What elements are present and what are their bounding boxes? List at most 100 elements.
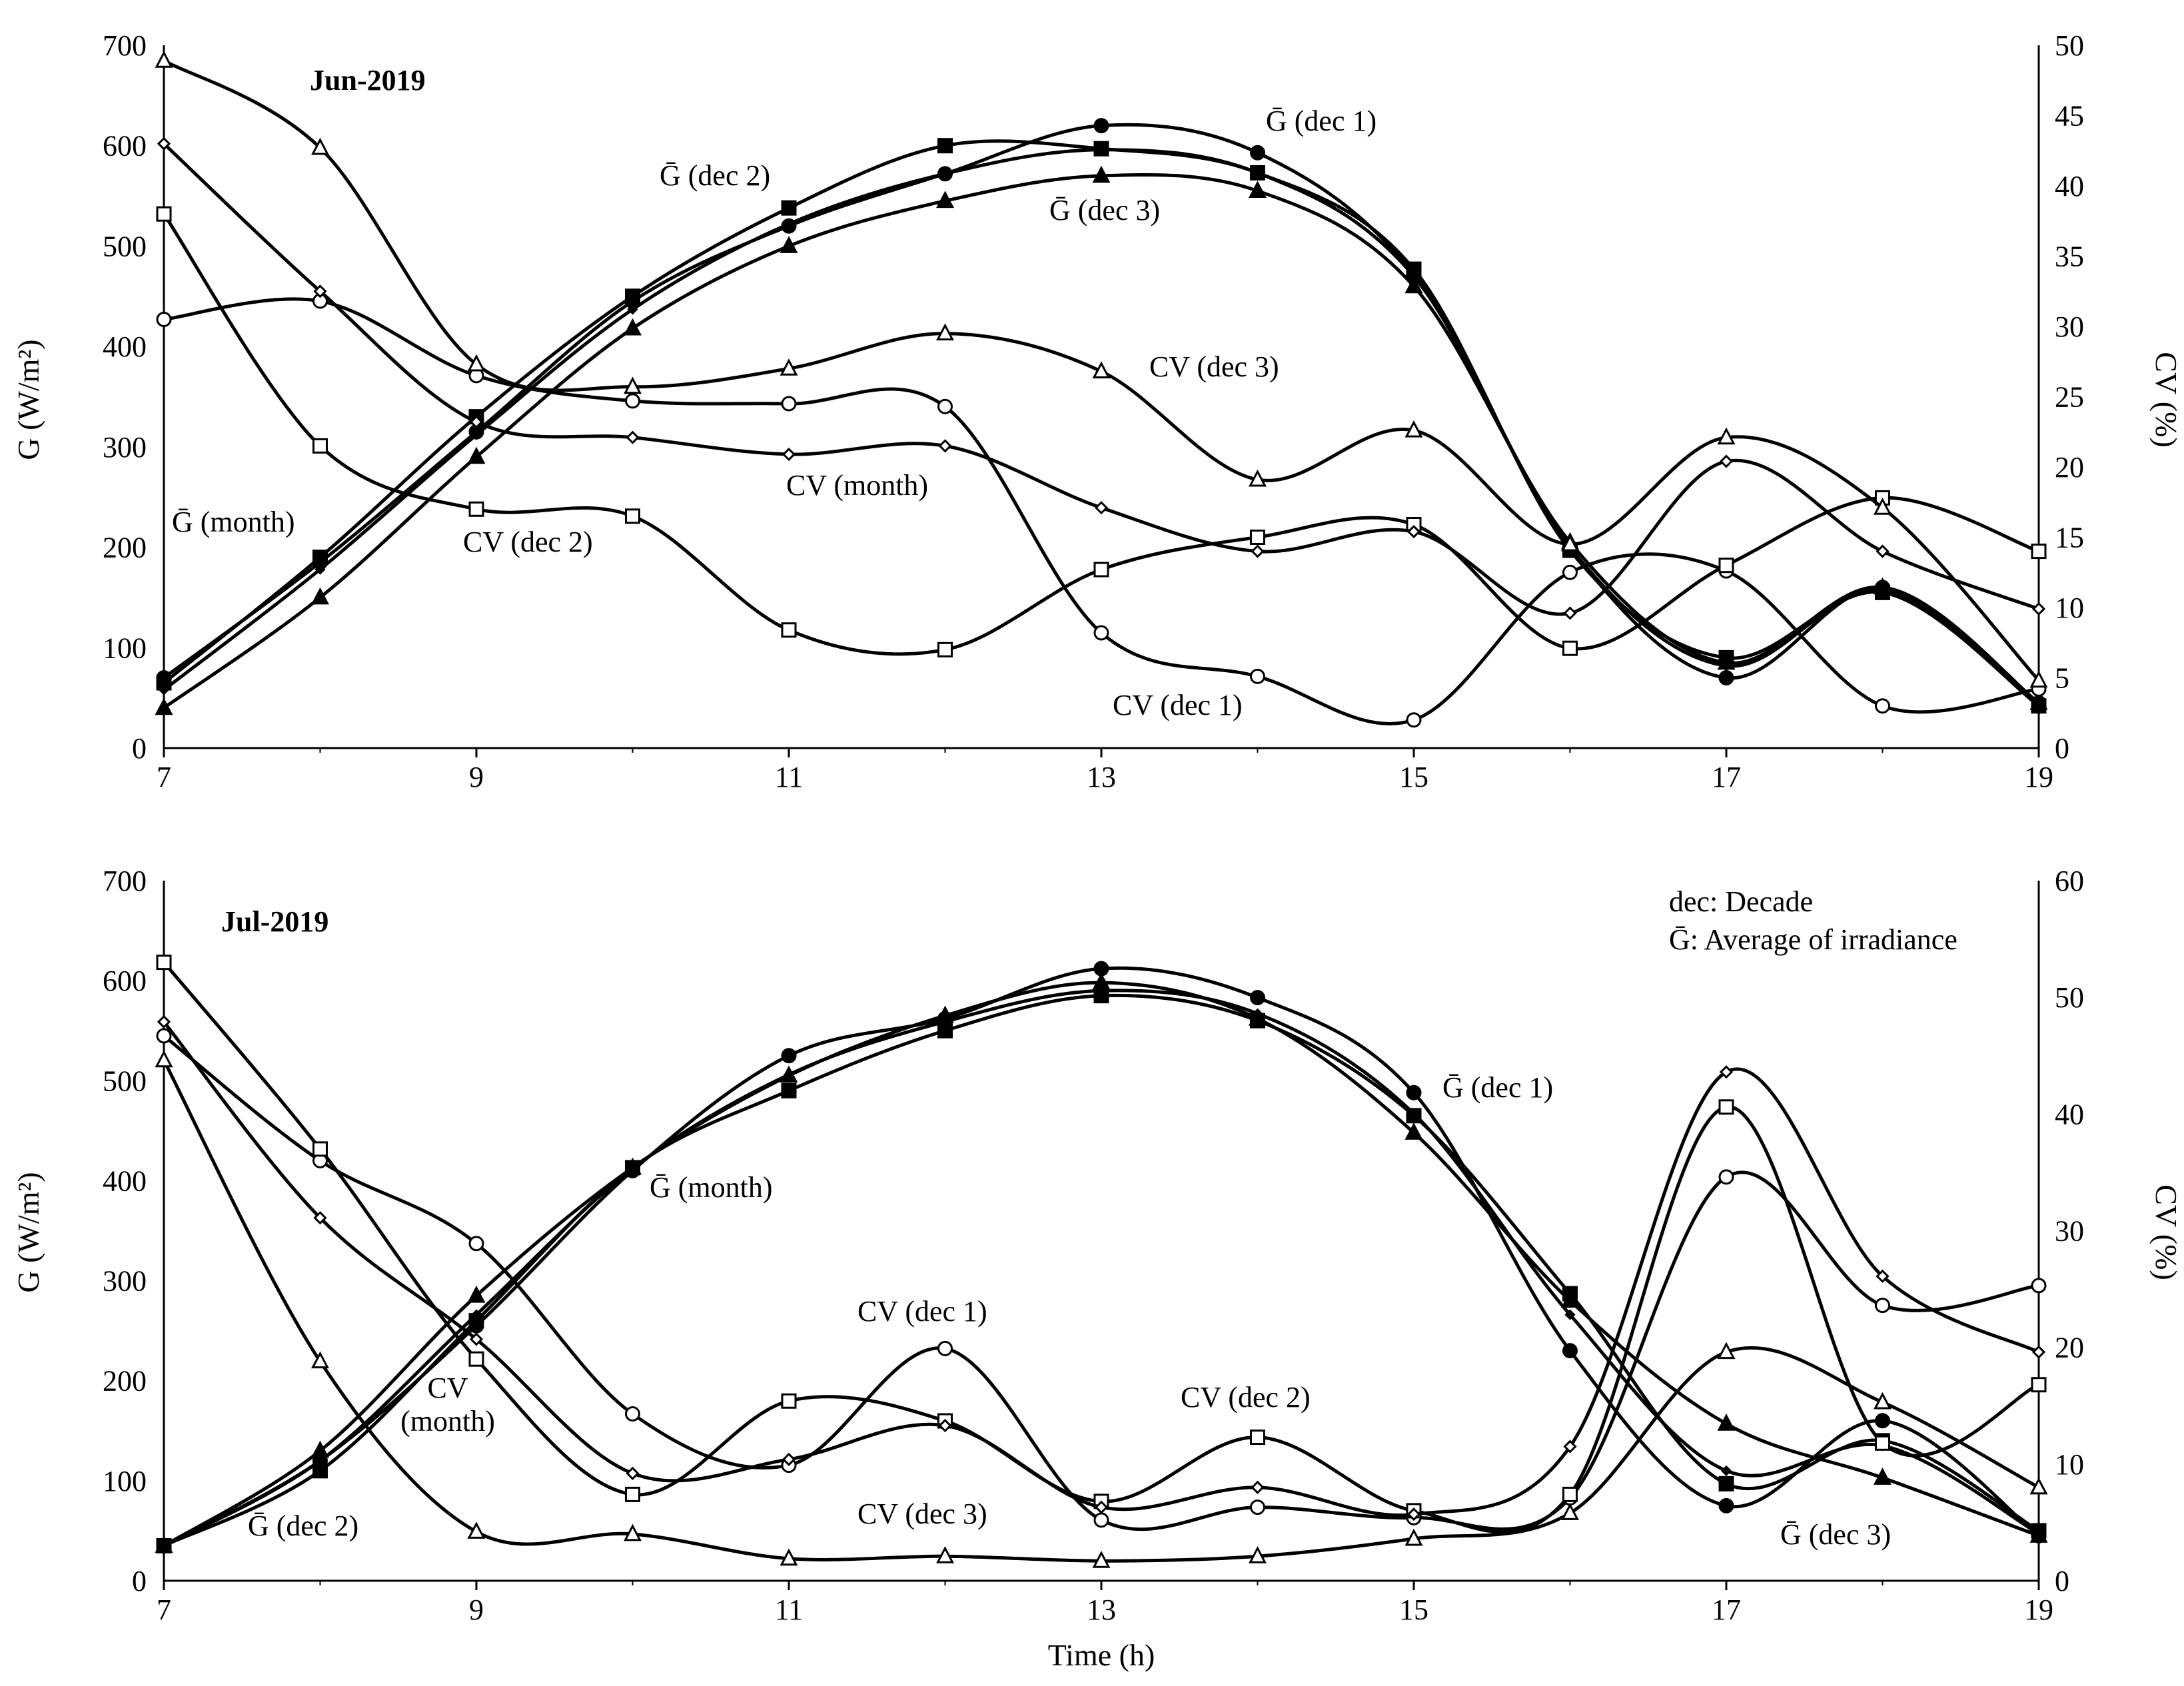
jun-series-g-month-point	[783, 218, 795, 230]
jun-series-cv-dec-3	[155, 50, 2048, 688]
jun-x-tick-label: 9	[469, 761, 484, 793]
jun-series-group	[155, 50, 2048, 728]
jun-series-g-dec-3-point	[780, 236, 798, 253]
jul-series-cv-month-point	[2031, 1345, 2046, 1359]
jul-series-g-month-line	[162, 989, 2041, 1547]
jul-x-tick-label: 11	[775, 1593, 803, 1626]
jul-series-cv-month-point	[1094, 1500, 1109, 1514]
jun-series-cv-dec-2	[156, 206, 2047, 657]
jul-series-cv-dec-1-point	[1250, 1499, 1265, 1515]
jun-x-tick-label: 11	[775, 761, 803, 793]
jul-chart-title: Jul-2019	[221, 905, 328, 938]
jul-series-g-dec-3-line	[162, 981, 2041, 1547]
jul-series-cv-dec-1-point	[1875, 1298, 1890, 1314]
jun-series-cv-dec-3-point	[780, 358, 798, 376]
jun-series-cv-dec-2-point	[1562, 640, 1578, 656]
jun-series-cv-dec-3-point	[624, 376, 642, 394]
jun-annot-g-month: Ḡ (month)	[172, 506, 295, 538]
jul-series-cv-dec-3-point	[1404, 1528, 1423, 1546]
jul-y2-tick-label: 0	[2055, 1565, 2069, 1597]
legend-average-note: Ḡ: Average of irradiance	[1669, 923, 1957, 956]
jul-series-cv-dec-1-point	[1093, 1512, 1109, 1528]
jun-y2-tick-labels: 0 5 10 15 20 25 30 35 40 45 50	[2055, 29, 2084, 765]
jun-series-g-dec-3-point	[1404, 276, 1423, 294]
jun-series-g-dec-3-point	[467, 446, 486, 464]
jul-series-cv-dec-3-point	[780, 1548, 798, 1566]
jul-annot-cv-dec1: CV (dec 1)	[857, 1295, 987, 1328]
jun-y2-tick-label: 30	[2055, 310, 2084, 343]
jul-series-cv-dec-1-point	[2031, 1278, 2047, 1294]
jun-series-g-month-point	[158, 684, 170, 695]
jun-y-tick-label: 300	[103, 431, 147, 464]
jun-y-tick-label: 700	[103, 29, 147, 62]
jul-series-g-month-point	[1564, 1309, 1576, 1320]
jun-series-cv-month	[157, 137, 2046, 620]
jul-series-cv-dec-3-point	[311, 1351, 329, 1369]
jul-x-tick-label: 9	[469, 1593, 484, 1626]
jun-series-g-dec-2-point	[781, 200, 797, 216]
jun-series-cv-dec-3-point	[1092, 361, 1111, 379]
jul-series-cv-dec-2-point	[1875, 1435, 1890, 1451]
jun-series-g-month-point	[939, 168, 951, 180]
jun-series-cv-month-point	[469, 415, 484, 429]
jun-annot-cv-dec1: CV (dec 1)	[1113, 689, 1243, 721]
jul-y2-tick-label: 40	[2055, 1098, 2084, 1130]
jun-series-cv-dec-1-point	[1250, 668, 1265, 684]
jul-series-cv-dec-2-point	[625, 1486, 640, 1502]
jul-series-g-month-point	[314, 1455, 326, 1466]
jun-annot-g-dec3: Ḡ (dec 3)	[1049, 194, 1160, 226]
jun-series-g-month-point	[1408, 270, 1420, 282]
jul-y-tick-label: 700	[103, 865, 147, 897]
jun-annot-cv-month: CV (month)	[786, 469, 928, 502]
jul-series-cv-dec-3-point	[936, 1545, 954, 1563]
jul-series-g-dec-3-point	[1717, 1414, 1736, 1431]
jun-series-cv-month-point	[2031, 602, 2046, 616]
jun-series-cv-dec-1-point	[1875, 698, 1890, 714]
jul-series-cv-dec-3-point	[467, 1521, 486, 1539]
jul-y2-tick-label: 60	[2055, 865, 2084, 897]
jul-series-cv-month-point	[157, 1015, 171, 1029]
jun-series-cv-dec-1-point	[1406, 712, 1422, 728]
jun-y-tick-label: 500	[103, 230, 147, 262]
jun-series-g-dec-1-point	[1093, 118, 1109, 134]
jun-series-cv-dec-2-line	[162, 212, 2041, 656]
jul-series-cv-dec-3-point	[155, 1050, 173, 1068]
jul-series-cv-month-point	[313, 1211, 327, 1225]
jul-series-cv-dec-1-point	[468, 1236, 484, 1252]
jun-series-cv-dec-2-point	[1093, 562, 1109, 578]
jun-chart-title: Jun-2019	[310, 64, 426, 97]
jul-y2-tick-label: 30	[2055, 1215, 2084, 1248]
jul-annot-g-dec3: Ḡ (dec 3)	[1780, 1518, 1891, 1551]
jun-series-cv-dec-1-point	[625, 393, 640, 409]
jun-y-tick-label: 0	[132, 732, 147, 765]
jun-series-g-dec-2-point	[312, 550, 328, 566]
jun-y-tick-label: 400	[103, 330, 147, 363]
jun-series-cv-month-point	[1719, 454, 1734, 468]
jun-series-g-month-point	[470, 429, 482, 440]
jun-series-cv-month-point	[1876, 544, 1890, 558]
jul-annot-cv-month-line2: (month)	[400, 1405, 495, 1438]
jun-series-cv-dec-3-point	[2029, 670, 2048, 688]
jul-y-axis-title: G (W/m²)	[11, 1172, 45, 1292]
jun-y2-tick-label: 40	[2055, 170, 2084, 203]
jul-annot-cv-dec3: CV (dec 3)	[857, 1497, 987, 1530]
jun-annot-cv-dec2: CV (dec 2)	[463, 526, 593, 558]
jun-series-cv-dec-2-point	[937, 641, 953, 657]
jun-series-cv-month-point	[626, 430, 640, 444]
jul-series-cv-dec-3-point	[1249, 1545, 1267, 1563]
jun-series-cv-month-point	[1563, 606, 1577, 620]
jun-series-cv-month-point	[313, 284, 327, 298]
jul-series-g-month-point	[939, 1016, 951, 1027]
jun-series-g-dec-1-point	[1250, 145, 1265, 161]
jun-series-g-month-point	[1252, 167, 1263, 179]
jun-series-cv-dec-3-point	[1874, 497, 1892, 515]
jul-series-g-month-point	[783, 1069, 795, 1080]
jun-series-cv-dec-2-point	[1250, 530, 1265, 545]
jul-series-g-dec-1-point	[1875, 1413, 1890, 1429]
jun-series-cv-month-point	[1251, 544, 1265, 558]
jun-series-g-dec-3-point	[311, 587, 329, 605]
jun-series-cv-dec-1-point	[1562, 564, 1578, 580]
jun-series-cv-dec-2-point	[781, 622, 797, 638]
jul-y2-tick-label: 10	[2055, 1448, 2084, 1481]
